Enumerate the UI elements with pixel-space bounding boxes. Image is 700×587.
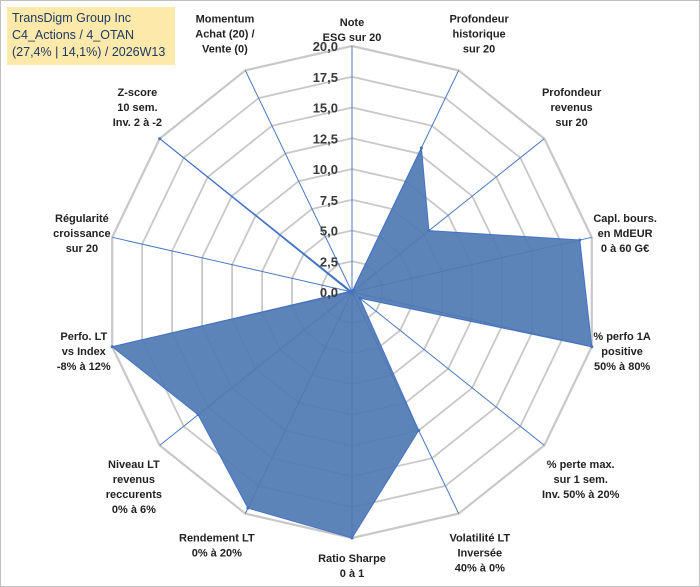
axis-label-line: Achat (20) / xyxy=(195,28,254,40)
axis-label-line: Niveau LT xyxy=(108,459,160,471)
axis-label-line: 50% à 80% xyxy=(594,361,650,373)
axis-label-line: % perte max. xyxy=(547,459,615,471)
axis-label-line: Ratio Sharpe xyxy=(318,553,386,565)
axis-label: Momentum Achat (20) / Vente (0) xyxy=(195,13,254,55)
axis-label-line: sur 20 xyxy=(66,243,98,255)
axis-spoke xyxy=(244,70,353,293)
series-point xyxy=(427,229,431,233)
axis-label-line: revenus xyxy=(113,474,155,486)
axis-label: % perfo 1A positive 50% à 80% xyxy=(593,331,651,373)
tick-label: 2,5 xyxy=(320,254,338,269)
axis-label-line: Inv. 2 à -2 xyxy=(113,117,162,129)
series-point xyxy=(350,290,354,294)
series-point xyxy=(578,238,582,242)
data-series xyxy=(110,137,594,540)
series-point xyxy=(417,429,421,432)
title-line-1: TransDigm Group Inc xyxy=(12,11,132,25)
tick-label: 10,0 xyxy=(313,162,338,177)
axis-label-line: Rendement LT xyxy=(179,533,255,545)
axis-label-line: Volatilité LT xyxy=(449,533,510,545)
axis-label-line: 0 à 1 xyxy=(340,568,364,580)
series-point xyxy=(348,290,352,293)
series-point xyxy=(358,296,362,300)
tick-label: 0,0 xyxy=(320,285,338,300)
axis-label: Rendement LT 0% à 20% xyxy=(179,533,255,560)
axis-label-line: Capl. bours. xyxy=(593,213,657,225)
axis-label-line: Inv. 50% à 20% xyxy=(542,489,620,501)
title-line-2: C4_Actions / 4_OTAN xyxy=(12,28,135,42)
axis-label-line: 0 à 60 G€ xyxy=(601,243,649,255)
axis-label: Profondeur revenus sur 20 xyxy=(542,87,602,129)
axis-label: Note ESG sur 20 xyxy=(323,17,382,44)
axis-label-line: Momentum xyxy=(196,13,255,25)
tick-label: 15,0 xyxy=(313,101,338,116)
axis-label-line: Note xyxy=(340,17,364,29)
axis-label-line: Z-score xyxy=(118,87,158,99)
axis-label-line: 40% à 0% xyxy=(455,563,505,575)
tick-label: 20,0 xyxy=(313,39,338,54)
axis-label-line: en MdEUR xyxy=(598,228,653,240)
axis-label-line: Régularité xyxy=(55,213,109,225)
title-line-3: (27,4% | 14,1%) / 2026W13 xyxy=(12,45,166,59)
series-point xyxy=(110,345,114,349)
chart-title-box: TransDigm Group Inc C4_Actions / 4_OTAN … xyxy=(7,7,175,65)
axis-label: Capl. bours. en MdEUR 0 à 60 G€ xyxy=(593,213,657,255)
tick-label: 5,0 xyxy=(320,224,338,239)
tick-label: 12,5 xyxy=(313,131,338,146)
axis-label: Ratio Sharpe 0 à 1 xyxy=(318,553,386,580)
axis-label-line: ESG sur 20 xyxy=(323,32,382,44)
axis-label: Niveau LT revenus reccurents 0% à 6% xyxy=(106,459,162,516)
axis-label-line: Vente (0) xyxy=(202,43,248,55)
axis-label-line: sur 20 xyxy=(463,43,495,55)
axis-label-line: 10 sem. xyxy=(117,102,157,114)
axis-label-line: croissance xyxy=(53,228,110,240)
axis-label-line: sur 1 sem. xyxy=(553,474,607,486)
axis-label-line: revenus xyxy=(550,102,592,114)
axis-label: % perte max. sur 1 sem. Inv. 50% à 20% xyxy=(542,459,620,501)
axis-label-line: Perfo. LT xyxy=(60,331,107,343)
axis-label-line: 0% à 20% xyxy=(192,548,242,560)
axis-spoke xyxy=(351,291,545,446)
axis-label-line: vs Index xyxy=(62,346,107,358)
axis-label: Volatilité LT Inversée 40% à 0% xyxy=(449,533,510,575)
axis-label-line: % perfo 1A xyxy=(593,331,651,343)
axis-label: Régularité croissance sur 20 xyxy=(53,213,110,255)
axis-label-line: Profondeur xyxy=(542,87,602,99)
axis-label-line: positive xyxy=(601,346,643,358)
axis-spoke xyxy=(112,236,353,293)
axis-label-line: Inversée xyxy=(457,548,502,560)
axis-label: Z-score 10 sem. Inv. 2 à -2 xyxy=(113,87,162,129)
axis-label-line: reccurents xyxy=(106,489,162,501)
series-point xyxy=(350,536,354,540)
tick-label: 7,5 xyxy=(320,193,338,208)
axis-label-line: historique xyxy=(453,28,506,40)
axis-label-line: sur 20 xyxy=(555,117,587,129)
axis-label: Profondeur historique sur 20 xyxy=(449,13,509,55)
radial-tick-labels: 0,0 2,5 5,0 7,5 10,0 12,5 15,0 17,5 20,0 xyxy=(313,39,338,300)
series-point xyxy=(246,506,250,510)
series-point xyxy=(590,345,594,349)
axis-label-line: Profondeur xyxy=(449,13,509,25)
series-point xyxy=(196,413,200,417)
series-point xyxy=(419,146,423,150)
tick-label: 17,5 xyxy=(313,70,338,85)
axis-labels: Note ESG sur 20 Profondeur historique sur 20… xyxy=(53,13,657,580)
axis-label: Perfo. LT vs Index -8% à 12% xyxy=(57,331,111,373)
axis-label-line: 0% à 6% xyxy=(112,504,156,516)
series-area xyxy=(111,138,593,539)
series-point xyxy=(158,137,162,141)
axis-label-line: -8% à 12% xyxy=(57,361,111,373)
